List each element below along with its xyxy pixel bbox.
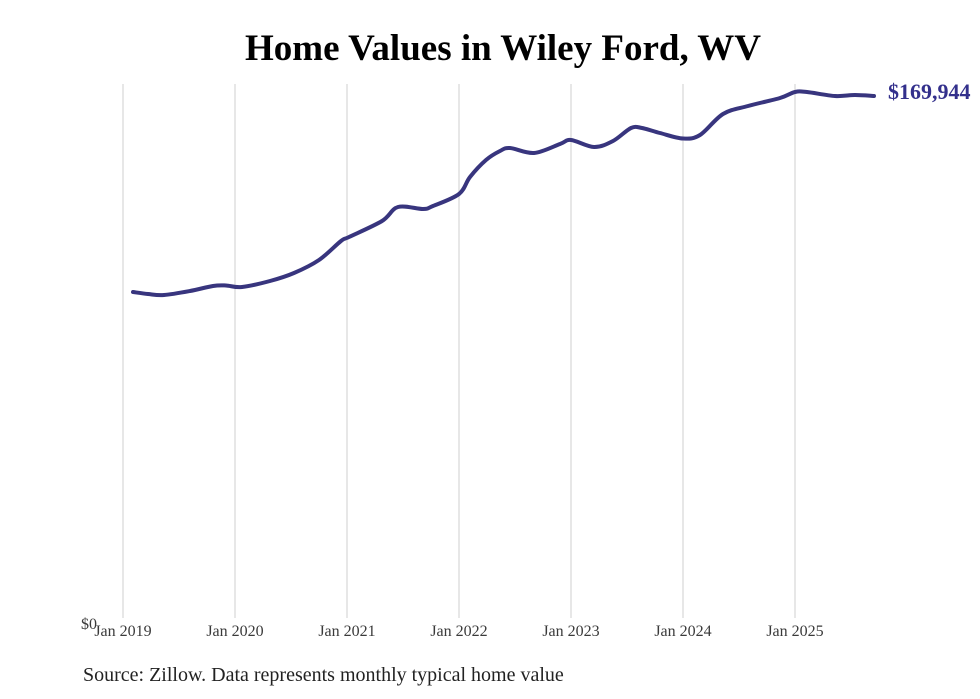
svg-text:Jan 2025: Jan 2025 bbox=[766, 623, 823, 640]
svg-text:Jan 2019: Jan 2019 bbox=[94, 623, 151, 640]
svg-text:Jan 2022: Jan 2022 bbox=[430, 623, 487, 640]
svg-text:Jan 2024: Jan 2024 bbox=[654, 623, 711, 640]
svg-text:$169,944: $169,944 bbox=[888, 79, 971, 104]
svg-text:Jan 2020: Jan 2020 bbox=[206, 623, 263, 640]
svg-text:Jan 2021: Jan 2021 bbox=[318, 623, 375, 640]
svg-text:Jan 2023: Jan 2023 bbox=[542, 623, 599, 640]
